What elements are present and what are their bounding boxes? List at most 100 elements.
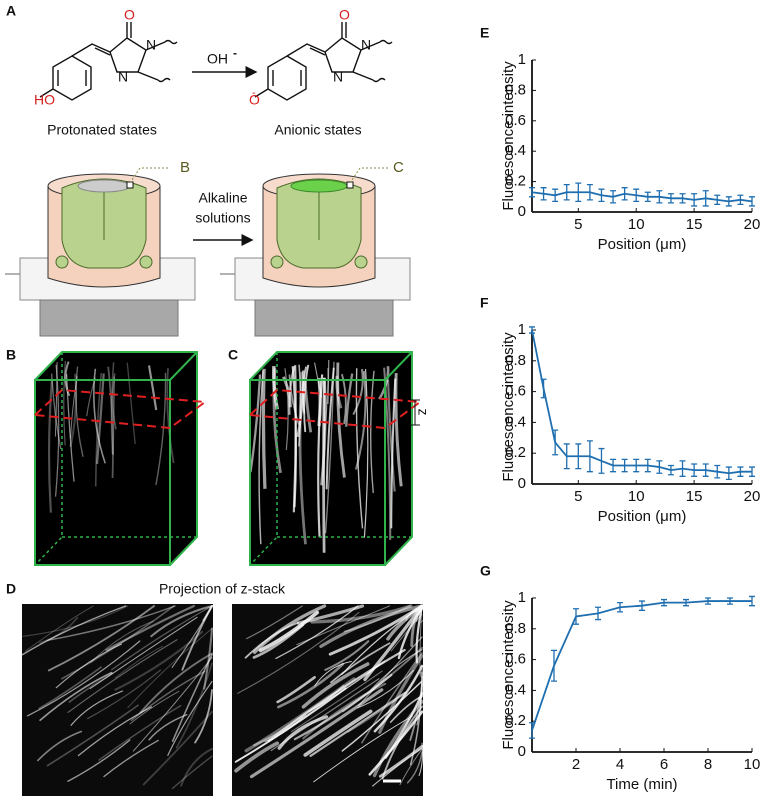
device — [5, 173, 196, 337]
fiber — [335, 375, 343, 409]
fiber — [70, 690, 124, 726]
fiber — [420, 605, 426, 624]
x-tick-label: 5 — [574, 488, 582, 505]
error-bar — [667, 193, 674, 204]
fiber — [111, 605, 213, 671]
atom: N — [333, 69, 343, 85]
error-bar — [633, 458, 640, 473]
error-bar — [661, 598, 667, 607]
fiber — [38, 666, 102, 710]
error-bar — [667, 464, 674, 476]
fiber — [147, 365, 158, 411]
fiber — [409, 682, 423, 741]
reagent: OH — [207, 51, 228, 67]
atom: O — [339, 7, 350, 23]
x-tick-label: 8 — [704, 756, 712, 773]
fiber — [244, 677, 356, 753]
fiber — [361, 652, 423, 744]
y-tick-label: 0.2 — [505, 712, 526, 729]
fiber — [336, 362, 346, 478]
error-bar — [691, 193, 698, 207]
error-bar — [702, 190, 709, 207]
data-line — [531, 600, 752, 731]
error-bar — [714, 464, 721, 479]
error-bar — [563, 443, 570, 470]
fiber — [63, 361, 66, 446]
fiber — [325, 367, 335, 490]
panel-letter: B — [6, 347, 16, 363]
fiber — [61, 605, 175, 680]
charge: - — [233, 46, 237, 60]
fiber — [139, 652, 213, 714]
x-tick-label: 4 — [616, 756, 624, 773]
state-label: Protonated states — [47, 122, 157, 138]
callout — [349, 167, 388, 184]
fiber — [363, 368, 369, 538]
error-bar — [691, 463, 698, 477]
fiber — [234, 687, 347, 763]
fiber — [105, 604, 195, 652]
fiber — [103, 739, 159, 778]
error-bar — [679, 193, 686, 204]
fibers — [21, 604, 214, 790]
fiber — [47, 605, 156, 672]
y-tick-label: 0.8 — [505, 352, 526, 369]
fiber — [167, 680, 213, 756]
fiber — [419, 605, 423, 677]
fiber — [54, 362, 58, 437]
error-bar — [727, 597, 733, 605]
fiber — [277, 715, 329, 750]
fiber — [378, 366, 390, 400]
arrow-label: solutions — [195, 210, 250, 226]
error-bar — [621, 187, 628, 201]
y-tick-label: 0 — [518, 475, 526, 492]
fiber — [39, 671, 113, 722]
fiber — [406, 751, 423, 784]
fiber — [277, 662, 345, 709]
atom: N — [146, 37, 156, 53]
error-bar — [679, 460, 686, 477]
fiber — [298, 364, 302, 447]
fiber — [309, 691, 407, 758]
y-tick-label: 0 — [518, 743, 526, 760]
x-tick-label: 10 — [744, 756, 761, 773]
fiber — [111, 373, 117, 430]
y-tick-label: 0.8 — [505, 620, 526, 637]
fiber — [46, 605, 176, 642]
fiber — [341, 373, 347, 425]
fiber — [77, 706, 152, 757]
fiber — [166, 368, 175, 464]
fiber — [370, 370, 375, 494]
fiber — [112, 376, 116, 456]
atom: O — [249, 92, 260, 108]
fiber — [245, 605, 303, 640]
fiber — [127, 628, 213, 709]
error-bar — [725, 196, 732, 207]
y-tick-label: 0.4 — [505, 681, 526, 698]
fiber — [373, 664, 424, 733]
volume-edge — [34, 351, 198, 566]
fiber — [75, 366, 84, 457]
fiber — [114, 645, 164, 679]
fiber — [293, 673, 393, 741]
error-bar — [633, 188, 640, 203]
fiber — [171, 653, 213, 743]
y-tick-label: 0.4 — [505, 142, 526, 159]
fiber — [314, 661, 352, 687]
error-bar — [656, 460, 663, 474]
fiber — [324, 640, 370, 671]
fiber — [155, 372, 167, 486]
z-label: z — [415, 409, 431, 416]
fiber — [352, 368, 364, 416]
error-bar — [575, 182, 582, 203]
error-bar — [737, 466, 744, 477]
panel-letter: C — [228, 347, 238, 363]
fiber — [194, 689, 213, 744]
fiber — [46, 704, 139, 767]
fiber — [303, 709, 373, 757]
fiber — [27, 640, 141, 717]
x-axis-title: Position (μm) — [598, 508, 687, 525]
volume-c — [247, 351, 423, 566]
